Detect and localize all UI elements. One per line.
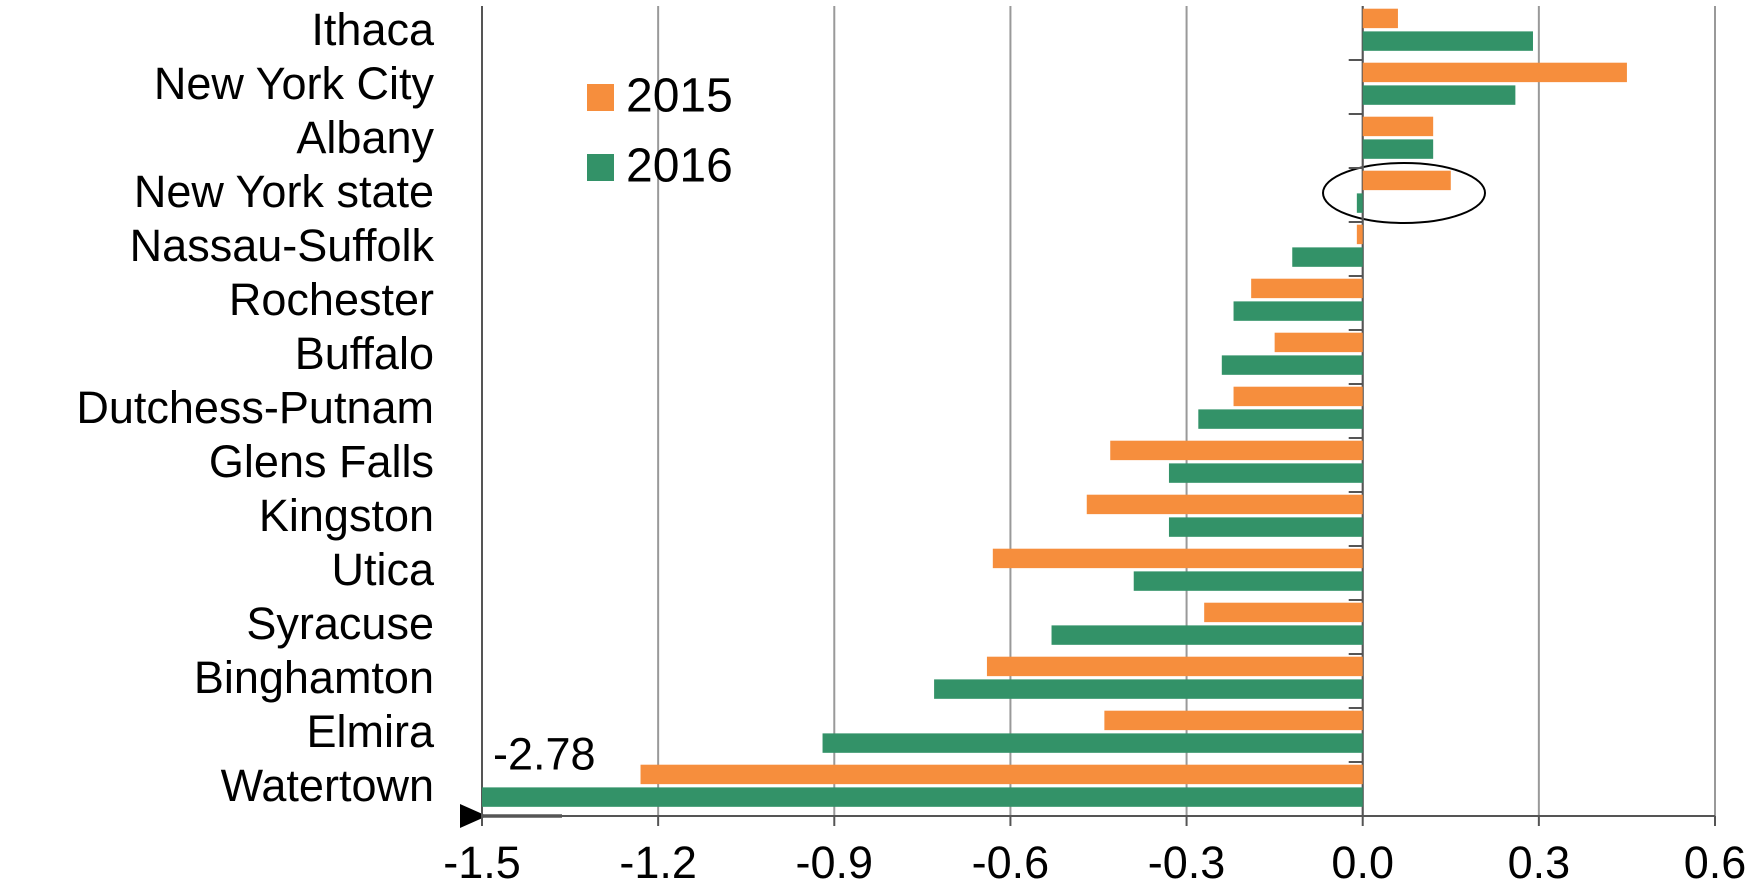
x-tick-label: -1.5 — [443, 837, 521, 888]
bar — [992, 548, 1363, 569]
x-tick-label: -0.6 — [972, 837, 1050, 888]
bar — [1133, 571, 1363, 591]
y-tick-label: New York state — [134, 166, 434, 217]
bar — [1251, 278, 1363, 299]
bar — [1233, 301, 1363, 321]
y-tick-label: Kingston — [259, 490, 434, 541]
highlight-ellipse — [1322, 162, 1486, 224]
y-tick-label: Watertown — [221, 760, 434, 811]
x-tick-label: 0.0 — [1331, 837, 1394, 888]
x-tick-label: -0.9 — [796, 837, 874, 888]
bar — [1233, 386, 1363, 407]
y-tick-label: Glens Falls — [209, 436, 434, 487]
y-tick-label: New York City — [154, 58, 435, 109]
data-label: -2.78 — [493, 728, 596, 779]
y-tick-label: Buffalo — [295, 328, 434, 379]
x-tick-label: -0.3 — [1148, 837, 1226, 888]
bar — [1362, 170, 1451, 191]
x-tick-label: -1.2 — [619, 837, 697, 888]
bar — [482, 787, 1363, 807]
legend-swatch — [587, 84, 614, 111]
bar — [1362, 85, 1516, 105]
y-tick-label: Syracuse — [246, 598, 434, 649]
y-tick-label: Nassau-Suffolk — [130, 220, 435, 271]
y-tick-label: Albany — [296, 112, 434, 163]
bar — [1356, 193, 1363, 213]
y-tick-label: Elmira — [306, 706, 434, 757]
bar — [1362, 8, 1398, 29]
bar — [1168, 517, 1363, 537]
bars — [482, 8, 1627, 807]
bar — [1104, 710, 1363, 731]
bar — [934, 679, 1363, 699]
bar — [1362, 62, 1627, 83]
bar — [1198, 409, 1363, 429]
bar — [640, 764, 1363, 785]
grid — [481, 6, 1716, 826]
bar — [1292, 247, 1363, 267]
y-tick-label: Binghamton — [194, 652, 434, 703]
bar — [1362, 31, 1533, 51]
bar — [1110, 440, 1363, 461]
bar — [1051, 625, 1363, 645]
bar — [1221, 355, 1363, 375]
bar — [1168, 463, 1363, 483]
bar — [1086, 494, 1363, 515]
bar — [1204, 602, 1363, 623]
bar — [986, 656, 1363, 677]
x-tick-label: 0.3 — [1508, 837, 1571, 888]
x-tick-label: 0.6 — [1684, 837, 1747, 888]
bar — [822, 733, 1363, 753]
bar — [1356, 224, 1363, 245]
bar — [1274, 332, 1363, 353]
legend-swatch — [587, 154, 614, 181]
y-tick-label: Utica — [331, 544, 434, 595]
y-tick-label: Rochester — [229, 274, 434, 325]
bar — [1362, 116, 1434, 137]
bar — [1362, 139, 1434, 159]
y-tick-label: Dutchess-Putnam — [76, 382, 434, 433]
legend-label: 2015 — [626, 70, 733, 123]
legend-label: 2016 — [626, 140, 733, 193]
y-tick-label: Ithaca — [311, 4, 435, 55]
